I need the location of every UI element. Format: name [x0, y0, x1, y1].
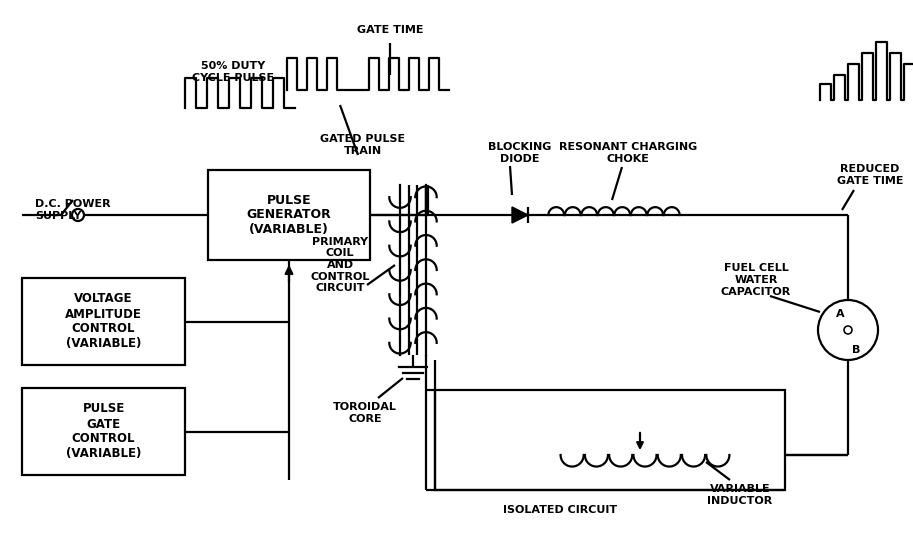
Text: B: B: [852, 345, 860, 355]
Bar: [435, 390, 785, 490]
Text: PRIMARY
COIL
AND
CONTROL
CIRCUIT: PRIMARY COIL AND CONTROL CIRCUIT: [310, 237, 370, 293]
Text: D.C. POWER
SUPPLY: D.C. POWER SUPPLY: [35, 199, 110, 221]
Text: A: A: [835, 309, 845, 319]
Text: ISOLATED CIRCUIT: ISOLATED CIRCUIT: [503, 505, 617, 515]
Text: VARIABLE
INDUCTOR: VARIABLE INDUCTOR: [708, 484, 772, 506]
Text: BLOCKING
DIODE: BLOCKING DIODE: [488, 142, 551, 164]
Text: VOLTAGE
AMPLITUDE
CONTROL
(VARIABLE): VOLTAGE AMPLITUDE CONTROL (VARIABLE): [65, 293, 142, 351]
Text: FUEL CELL
WATER
CAPACITOR: FUEL CELL WATER CAPACITOR: [721, 263, 792, 296]
Text: REDUCED
GATE TIME: REDUCED GATE TIME: [836, 164, 903, 186]
Text: TOROIDAL
CORE: TOROIDAL CORE: [333, 402, 397, 424]
Text: RESONANT CHARGING
CHOKE: RESONANT CHARGING CHOKE: [559, 142, 698, 164]
Bar: [22, 388, 185, 475]
Polygon shape: [512, 207, 528, 223]
Text: GATE TIME: GATE TIME: [357, 25, 424, 35]
Text: PULSE
GATE
CONTROL
(VARIABLE): PULSE GATE CONTROL (VARIABLE): [66, 402, 142, 460]
Text: 50% DUTY
CYCLE PULSE: 50% DUTY CYCLE PULSE: [192, 61, 274, 83]
Bar: [22, 278, 185, 365]
Text: PULSE
GENERATOR
(VARIABLE): PULSE GENERATOR (VARIABLE): [247, 194, 331, 236]
Text: GATED PULSE
TRAIN: GATED PULSE TRAIN: [320, 134, 405, 156]
Bar: [208, 170, 370, 260]
